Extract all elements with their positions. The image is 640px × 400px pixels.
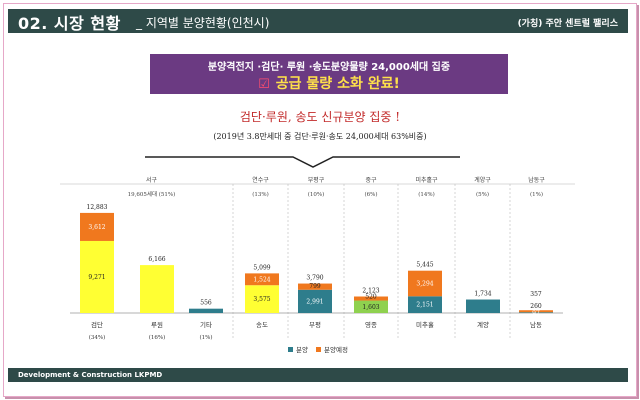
bar-sold-0 [80,240,114,313]
bar-planned-8 [519,310,553,313]
group-name-5: 계양구 [474,176,491,184]
sold-value-label-0: 9,271 [88,274,105,281]
bar-sold-8 [519,312,553,313]
bar-sold-6 [408,296,442,313]
sold-value-label-5: 1,603 [362,304,379,311]
chart-headline: 검단·루원, 송도 신규분양 집중 ! [239,110,401,124]
planned-value-label-5: 520 [365,294,377,301]
banner-line2: ☑ 공급 물량 소화 완료! [150,73,508,93]
footer-bar: Development & Construction LKPMD [8,368,628,382]
bar-sold-4 [298,289,332,313]
category-label-1: 루원 [151,320,163,329]
bar-planned-0 [80,212,114,241]
planned-value-label-3: 1,524 [253,276,270,283]
header-bar: 02. 시장 현황 _ 지역별 분양현황(인천시) (가칭) 주안 센트럴 팰리… [8,9,628,33]
category-share-1: (16%) [149,334,166,341]
category-label-8: 남동 [530,320,542,329]
sold-value-label-8: 97 [532,310,540,317]
group-name-6: 남동구 [528,176,545,184]
group-name-4: 미추홀구 [415,176,438,184]
group-name-1: 연수구 [252,176,269,184]
bar-planned-4 [298,283,332,290]
total-label-2: 556 [200,300,212,307]
planned-value-label-6: 3,294 [416,280,433,287]
category-share-2: (1%) [199,334,212,341]
bar-planned-6 [408,270,442,297]
group-share-4: (14%) [418,191,435,198]
total-label-3: 5,099 [253,264,270,271]
category-share-0: (34%) [89,334,106,341]
total-label-6: 5,445 [416,262,433,269]
group-share-5: (5%) [476,191,489,198]
bar-sold-1 [140,265,174,313]
bar-planned-5 [354,296,388,301]
group-name-0: 서구 [146,176,158,184]
legend-swatch-planned [316,347,321,352]
group-share-0: 19,605세대 (51%) [128,190,176,198]
group-share-3: (6%) [364,191,377,198]
total-label-8: 357 [530,291,542,298]
total-label-0: 12,883 [87,204,108,211]
category-label-6: 미추홀 [416,320,434,329]
category-label-3: 송도 [256,321,268,329]
sold-value-label-3: 3,575 [253,296,270,303]
section-subtitle: _ 지역별 분양현황(인천시) [136,16,270,30]
summary-banner: 분양격전지 ·검단· 루원 ·송도분양물량 24,000세대 집중 ☑ 공급 물량… [150,54,508,94]
checkbox-icon: ☑ [258,77,270,92]
bar-sold-7 [466,299,500,313]
section-title: 02. 시장 현황 [18,14,121,33]
legend-swatch-sold [288,347,293,352]
total-label-7: 1,734 [474,291,491,298]
legend-label-sold: 분양 [296,346,308,354]
total-label-4: 3,790 [306,275,323,282]
category-label-7: 계양 [477,320,489,329]
chart-subheadline: (2019년 3.8만세대 중 검단·루원·송도 24,000세대 63%비중) [213,132,427,141]
planned-value-label-4: 799 [309,283,321,290]
headline-divider [145,156,460,168]
planned-value-label-8: 260 [530,303,542,310]
banner-line1: 분양격전지 ·검단· 루원 ·송도분양물량 24,000세대 집중 [207,62,451,73]
banner-highlight: 공급 물량 소화 완료! [275,76,400,92]
group-share-2: (10%) [308,191,325,198]
category-label-2: 기타 [200,320,212,329]
group-name-2: 부평구 [308,176,325,184]
project-name: (가칭) 주안 센트럴 팰리스 [517,19,618,29]
legend-label-planned: 분양예정 [324,345,348,354]
sold-value-label-6: 2,151 [416,302,433,309]
group-share-6: (1%) [530,191,543,198]
bar-sold-2 [189,308,223,313]
group-name-3: 중구 [365,177,377,184]
category-label-5: 영종 [365,320,377,329]
category-label-4: 부평 [309,320,321,329]
planned-value-label-0: 3,612 [88,224,105,231]
bar-sold-5 [354,300,388,313]
bar-sold-3 [245,285,279,313]
bar-planned-3 [245,273,279,286]
sold-value-label-4: 2,991 [306,298,323,305]
total-label-5: 2,123 [362,288,379,295]
total-label-1: 6,166 [148,256,165,263]
category-label-0: 검단 [91,320,103,329]
group-share-1: (13%) [252,191,269,198]
